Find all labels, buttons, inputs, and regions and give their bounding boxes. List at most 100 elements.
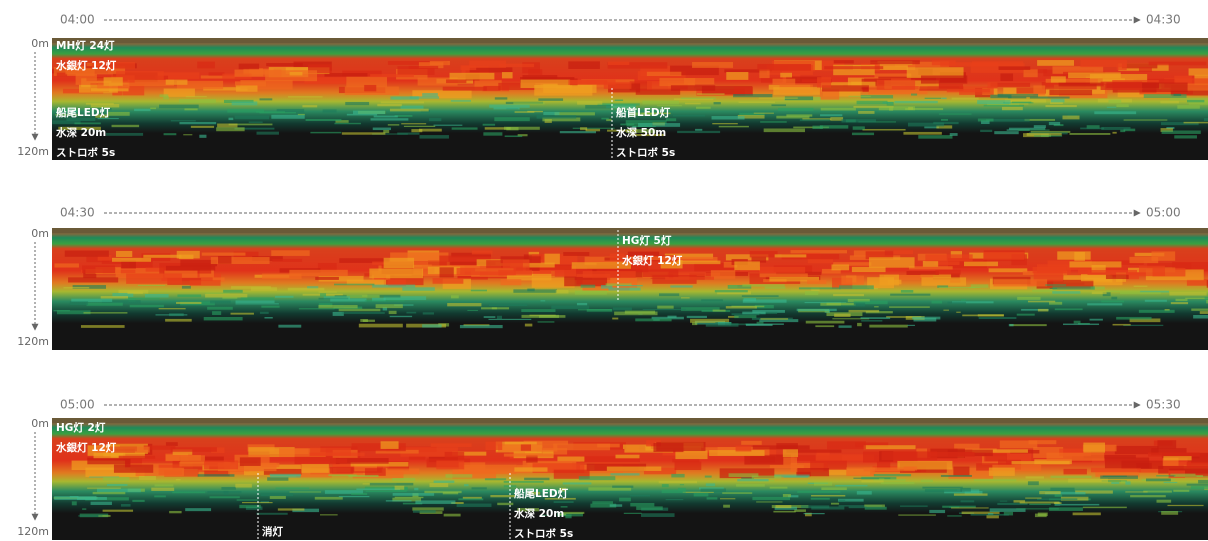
echo-speckle — [661, 489, 686, 494]
echo-patch — [1057, 251, 1091, 260]
echo-patch — [741, 440, 762, 445]
echo-patch — [821, 268, 841, 274]
echo-speckle — [1203, 118, 1208, 121]
echo-speckle — [758, 97, 798, 99]
echo-speckle — [61, 108, 73, 112]
echo-patch — [807, 279, 827, 284]
echo-speckle — [328, 474, 357, 477]
echo-speckle — [658, 480, 698, 484]
echo-speckle — [918, 135, 953, 139]
echo-speckle — [751, 475, 782, 479]
echo-patch — [296, 468, 332, 478]
echo-speckle — [834, 313, 851, 318]
echo-speckle — [642, 100, 679, 105]
echo-patch — [170, 447, 217, 452]
echo-speckle — [159, 94, 169, 98]
echo-patch — [101, 259, 122, 265]
echo-speckle — [760, 121, 787, 123]
echo-speckle — [1116, 104, 1129, 108]
echo-speckle — [1129, 318, 1161, 323]
echo-patch — [96, 446, 150, 453]
echo-patch — [1114, 445, 1159, 455]
echo-speckle — [860, 317, 891, 319]
echo-speckle — [712, 123, 738, 125]
echo-speckle — [338, 495, 370, 498]
echo-speckle — [680, 97, 716, 100]
echo-speckle — [345, 101, 370, 106]
echo-patch — [335, 458, 389, 464]
echo-speckle — [1004, 99, 1047, 103]
echo-speckle — [657, 105, 682, 107]
echo-speckle — [636, 506, 663, 510]
echo-speckle — [559, 487, 567, 492]
echo-speckle — [830, 117, 844, 121]
echo-patch — [463, 464, 517, 474]
echo-speckle — [610, 473, 640, 476]
echo-speckle — [1011, 101, 1032, 104]
echo-speckle — [1173, 93, 1182, 96]
echo-patch — [528, 69, 543, 76]
echo-speckle — [1050, 475, 1092, 478]
echo-speckle — [234, 115, 270, 120]
echo-speckle — [235, 303, 279, 305]
echo-speckle — [144, 294, 169, 298]
echo-speckle — [580, 127, 588, 131]
echo-patch — [863, 445, 916, 450]
echo-speckle — [752, 496, 791, 501]
depth-top: 0m — [31, 227, 49, 240]
echo-speckle — [369, 482, 414, 486]
echo-speckle — [1052, 286, 1095, 290]
echo-speckle — [429, 483, 449, 488]
echo-patch — [786, 449, 842, 453]
echo-patch — [279, 448, 326, 457]
echo-speckle — [873, 474, 912, 477]
echo-speckle — [467, 309, 478, 311]
echo-speckle — [1017, 129, 1050, 131]
echo-speckle — [382, 307, 388, 311]
echo-patch — [1032, 266, 1067, 274]
echo-speckle — [125, 297, 160, 300]
echo-speckle — [879, 478, 885, 480]
echo-patch — [265, 70, 318, 82]
echo-patch — [449, 261, 496, 265]
echo-speckle — [527, 110, 543, 113]
echo-speckle — [951, 97, 979, 100]
echo-patch — [863, 467, 915, 472]
echo-patch — [309, 452, 365, 457]
echo-speckle — [231, 286, 271, 289]
echo-speckle — [741, 477, 755, 479]
echo-patch — [1074, 251, 1085, 261]
echo-patch — [304, 77, 346, 84]
echo-patch — [1206, 280, 1208, 288]
echo-patch — [1028, 440, 1057, 445]
echo-speckle — [1008, 96, 1027, 99]
echo-speckle — [1050, 98, 1065, 103]
echo-speckle — [990, 94, 1012, 99]
echo-speckle — [276, 108, 305, 113]
echo-speckle — [372, 284, 416, 288]
echo-speckle — [383, 296, 427, 301]
echo-patch — [609, 253, 625, 261]
echo-patch — [922, 260, 939, 267]
echo-patch — [867, 277, 895, 289]
echo-speckle — [737, 114, 765, 119]
echo-patch — [734, 86, 753, 96]
echo-speckle — [853, 105, 894, 108]
echo-patch — [1186, 279, 1208, 286]
echo-speckle — [1089, 318, 1103, 321]
echo-speckle — [978, 317, 1017, 320]
echo-speckle — [856, 491, 872, 495]
time-end: 05:30 — [1146, 398, 1181, 412]
echo-speckle — [1188, 100, 1208, 105]
echo-speckle — [120, 504, 131, 507]
echo-patch — [93, 452, 145, 459]
echo-speckle — [470, 289, 487, 292]
echo-speckle — [314, 496, 343, 500]
echo-speckle — [1045, 284, 1067, 286]
echo-speckle — [1198, 479, 1208, 484]
echo-speckle — [960, 487, 971, 492]
echo-patch — [412, 90, 472, 99]
echo-patch — [993, 279, 1048, 287]
echo-patch — [165, 442, 178, 446]
echo-speckle — [1106, 106, 1117, 108]
